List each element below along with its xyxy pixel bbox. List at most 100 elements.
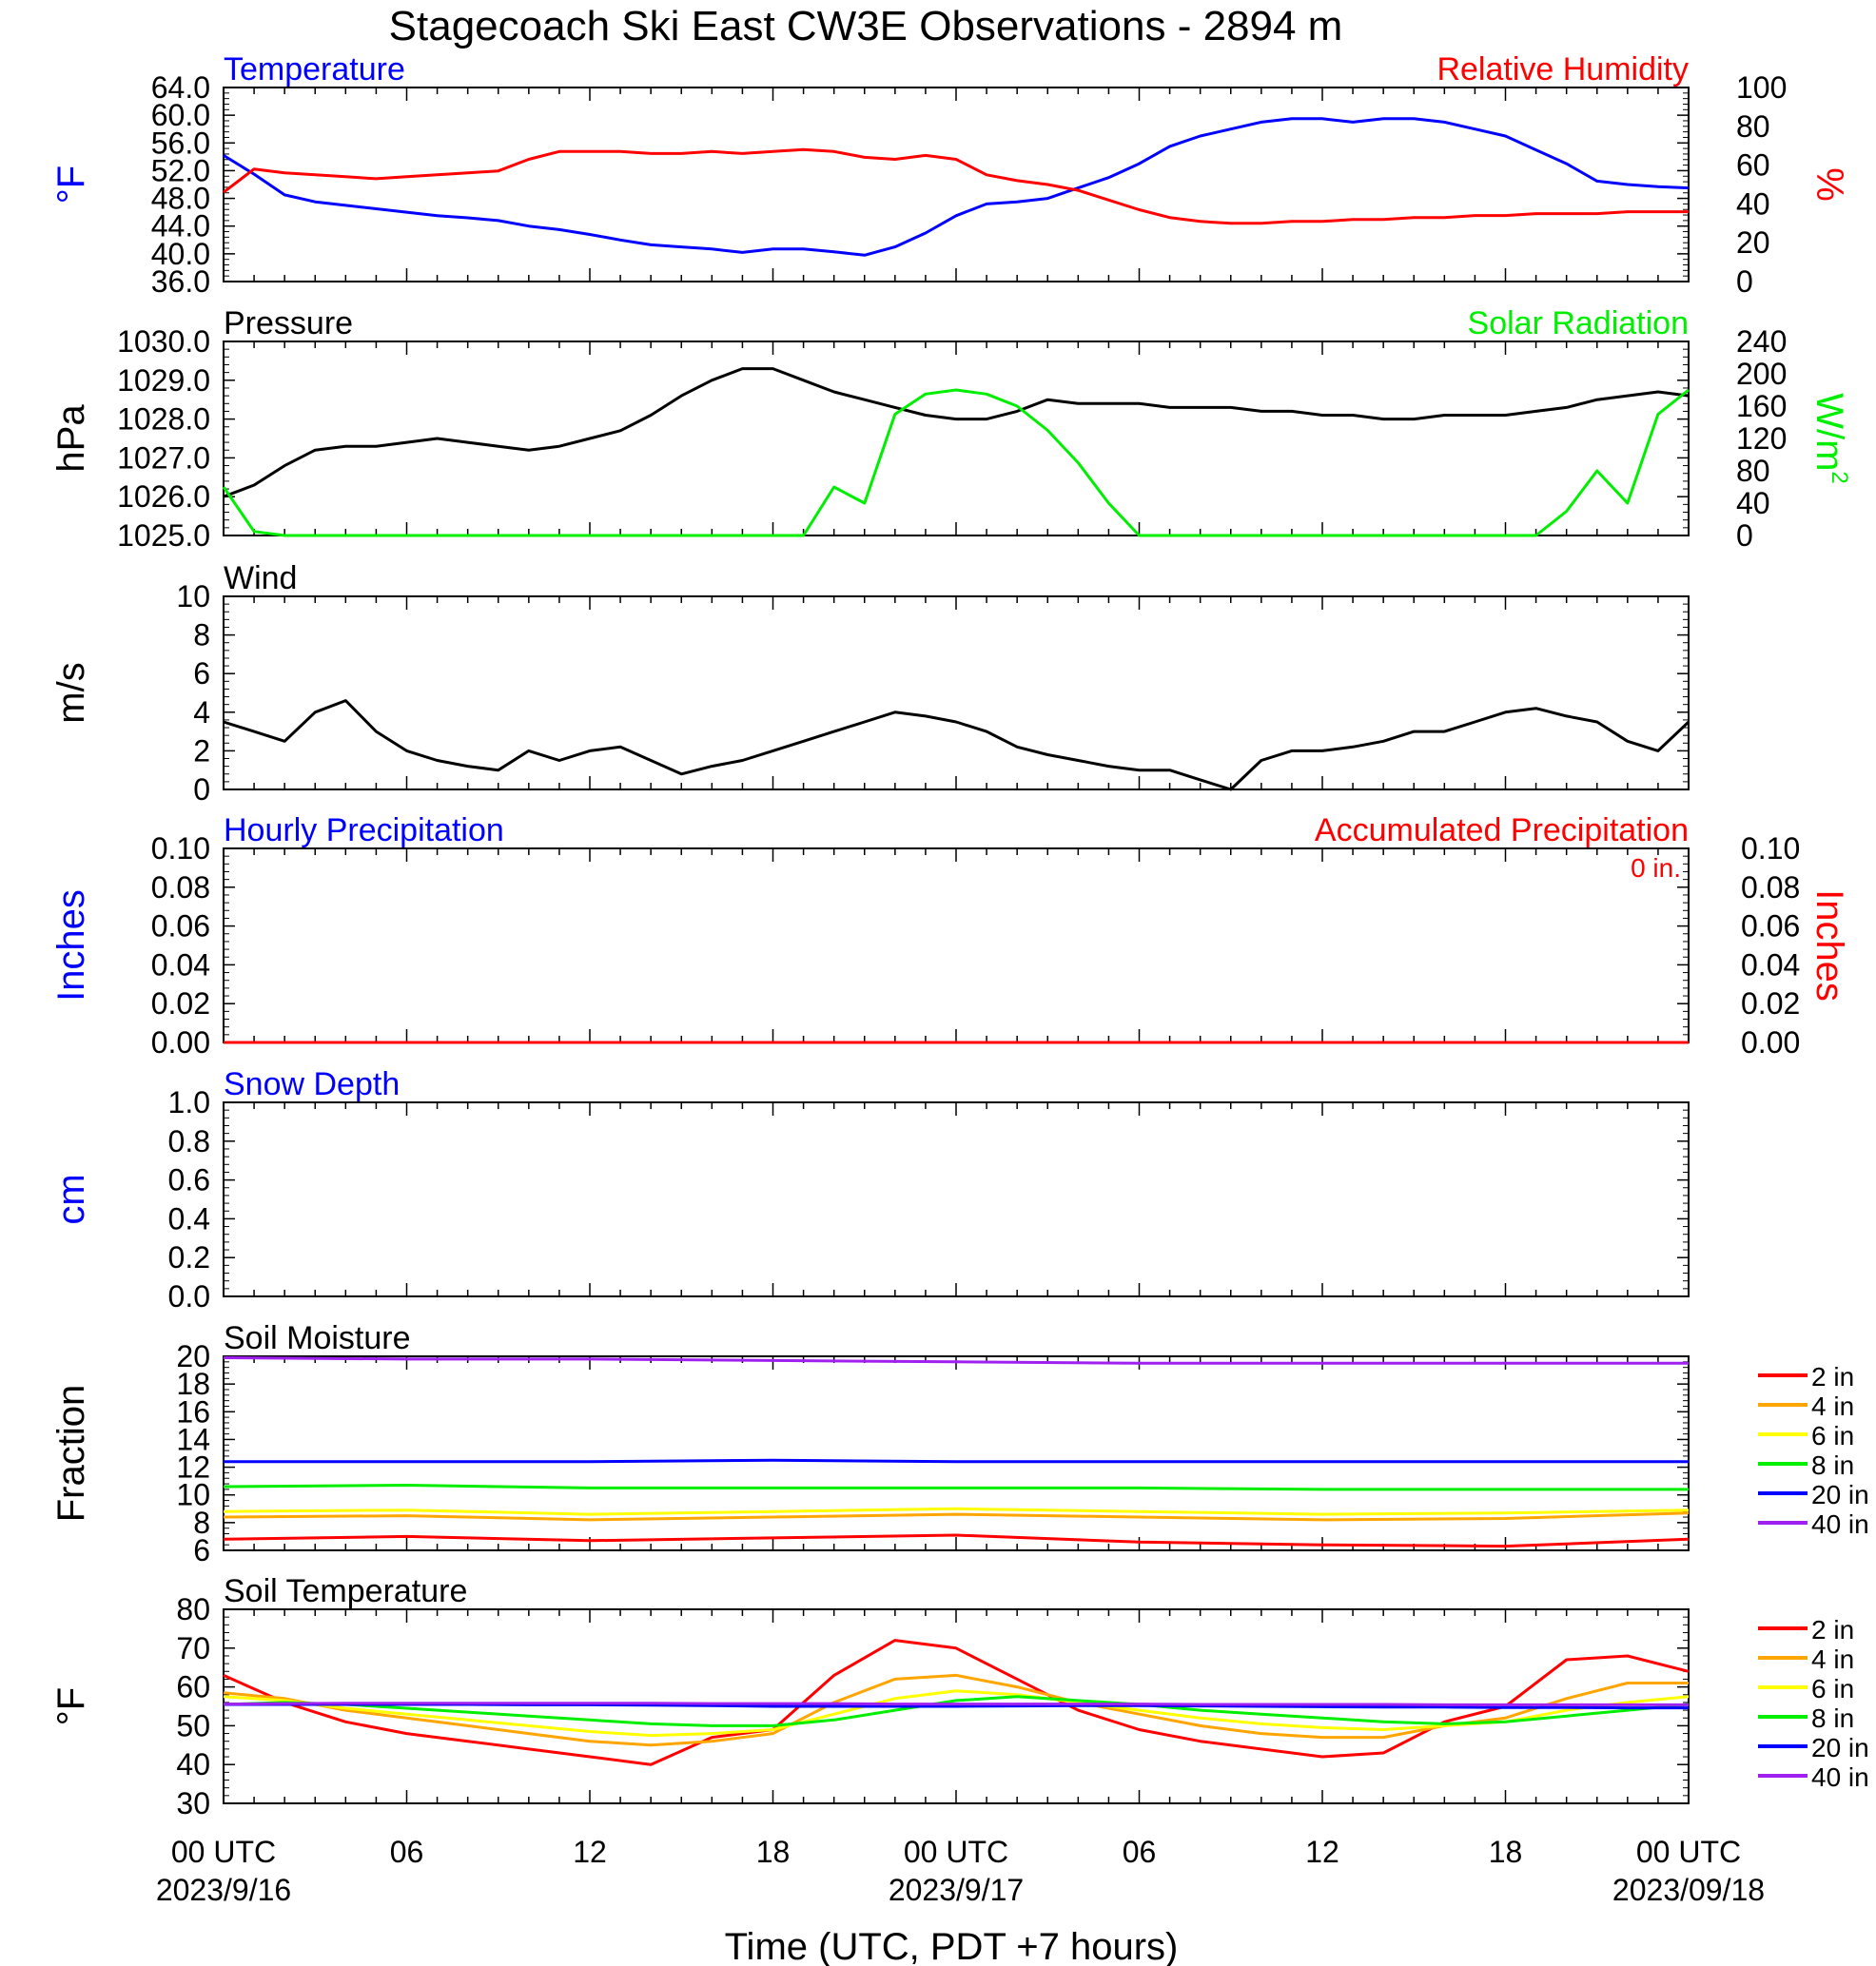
y-tick-label: 0.4	[168, 1201, 210, 1236]
panel-2: 10 8 6 42 0 Wind m/s	[50, 560, 1690, 807]
y-right-tick-label: 0.04	[1741, 947, 1800, 982]
legend-label: 6 in	[1811, 1674, 1854, 1703]
legend-label: 2 in	[1811, 1362, 1854, 1392]
series-line-solar-radiation	[222, 388, 1690, 537]
panel-frame	[223, 1355, 1690, 1551]
y-tick-label: 14	[176, 1422, 210, 1456]
series-line-4-in	[223, 1511, 1690, 1522]
panel-title-left: Pressure	[224, 305, 353, 341]
y-tick-label: 8	[193, 1506, 210, 1540]
y-tick-label: 40	[176, 1747, 210, 1781]
y-tick-label: 20	[176, 1339, 210, 1373]
y-axis-label-right: Inches	[1808, 889, 1850, 1002]
y-right-tick-label: 0.10	[1741, 831, 1800, 866]
y-tick-label: 4	[193, 695, 210, 730]
panel-title-left: Hourly Precipitation	[224, 812, 504, 848]
panels: 64.060.056.052.048.044.040.036.010080604…	[50, 51, 1869, 1820]
series-line-8-in	[223, 1695, 1690, 1727]
y-tick-label: 1026.0	[117, 479, 210, 514]
y-tick-label: 52.0	[151, 153, 210, 187]
y-axis-label: Inches	[50, 889, 92, 1002]
y-tick-label: 1029.0	[117, 363, 210, 398]
y-tick-label: 56.0	[151, 126, 210, 160]
y-tick-label: 1027.0	[117, 440, 210, 475]
y-right-tick-label: 0	[1736, 264, 1753, 299]
panel-annotation: 0 in.	[1631, 853, 1681, 883]
x-tick-label: 12	[573, 1835, 607, 1869]
y-axis-label: m/s	[50, 662, 92, 723]
panel-title-left: Temperature	[224, 51, 405, 88]
y-tick-label: 16	[176, 1394, 210, 1429]
y-tick-label: 10	[176, 579, 210, 613]
x-tick-label: 12	[1305, 1835, 1339, 1869]
panel-frame	[223, 1101, 1690, 1297]
panel-3: 0.100.080.060.040.020.000.100.080.060.04…	[50, 812, 1850, 1060]
y-axis-label: cm	[50, 1174, 92, 1224]
y-tick-label: 18	[176, 1367, 210, 1401]
panel-0: 64.060.056.052.048.044.040.036.0 100 80 604…	[50, 51, 1850, 299]
y-tick-label: 0.0	[168, 1279, 210, 1314]
x-tick-label: 00 UTC	[1636, 1835, 1741, 1869]
y-right-tick-label: 160	[1736, 389, 1787, 423]
y-tick-label: 40.0	[151, 237, 210, 271]
panel-title-right: Relative Humidity	[1436, 51, 1689, 88]
y-tick-label: 60.0	[151, 98, 210, 132]
y-right-tick-label: 40	[1736, 486, 1770, 520]
y-right-tick-label: 60	[1736, 148, 1770, 183]
y-right-tick-label: 120	[1736, 421, 1787, 456]
series-line-6-in	[223, 1689, 1690, 1738]
legend-label: 4 in	[1811, 1392, 1854, 1421]
y-tick-label: 0.8	[168, 1124, 210, 1158]
y-right-tick-label: 0.00	[1741, 1025, 1800, 1060]
y-tick-label: 50	[176, 1708, 210, 1742]
x-tick-label: 00 UTC	[904, 1835, 1008, 1869]
panel-frame	[223, 847, 1690, 1043]
y-tick-label: 0.00	[151, 1025, 210, 1060]
legend-label: 8 in	[1811, 1450, 1854, 1480]
y-tick-label: 2	[193, 733, 210, 768]
y-tick-label: 60	[176, 1670, 210, 1704]
legend-label: 20 in	[1811, 1733, 1869, 1762]
x-tick-label: 06	[390, 1835, 424, 1869]
y-tick-label: 36.0	[151, 264, 210, 299]
y-tick-label: 48.0	[151, 182, 210, 216]
y-axis-label-right: W/m2	[1808, 393, 1852, 484]
y-tick-label: 1025.0	[117, 518, 210, 553]
y-right-tick-label: 80	[1736, 109, 1770, 144]
y-right-tick-label: 100	[1736, 70, 1787, 105]
series-line-40-in	[223, 1356, 1689, 1365]
x-tick-label: 00 UTC	[171, 1835, 276, 1869]
y-tick-label: 10	[176, 1478, 210, 1512]
y-axis-label: °F	[50, 1687, 92, 1725]
series-line-relative-humidity	[223, 147, 1689, 225]
y-tick-label: 0.02	[151, 986, 210, 1021]
legend-label: 20 in	[1811, 1480, 1869, 1509]
panel-title-left: Soil Temperature	[224, 1573, 467, 1609]
legend-label: 4 in	[1811, 1645, 1854, 1674]
y-right-tick-label: 40	[1736, 186, 1770, 221]
y-tick-label: 1028.0	[117, 402, 210, 437]
y-tick-label: 0.2	[168, 1240, 210, 1275]
time-axis: 00 UTC 06 12 18 00 UTC 06 12 18 00 UTC 2023/9/16 2…	[156, 1835, 1765, 1907]
panel-title-left: Snow Depth	[224, 1066, 400, 1102]
panel-title-right: Accumulated Precipitation	[1315, 812, 1689, 848]
y-tick-label: 64.0	[151, 70, 210, 105]
y-tick-label: 8	[193, 618, 210, 652]
panel-4: 1.0 0.8 0.6 0.4 0.2 0.0 Snow Depth cm	[50, 1066, 1690, 1314]
series-line-temperature	[223, 117, 1690, 257]
x-axis-label: Time (UTC, PDT +7 hours)	[725, 1926, 1179, 1966]
series-line-wind	[223, 699, 1690, 791]
y-tick-label: 70	[176, 1631, 210, 1665]
y-right-tick-label: 0	[1736, 518, 1753, 553]
y-tick-label: 0.6	[168, 1163, 210, 1197]
series-line-2-in	[223, 1533, 1690, 1548]
panel-title-right: Solar Radiation	[1468, 305, 1689, 341]
panel-title-left: Soil Moisture	[224, 1320, 411, 1356]
y-right-tick-label: 0.06	[1741, 909, 1800, 944]
y-tick-label: 6	[193, 656, 210, 691]
legend-label: 8 in	[1811, 1703, 1854, 1733]
y-right-tick-label: 0.02	[1741, 986, 1800, 1021]
y-tick-label: 1030.0	[117, 324, 210, 359]
